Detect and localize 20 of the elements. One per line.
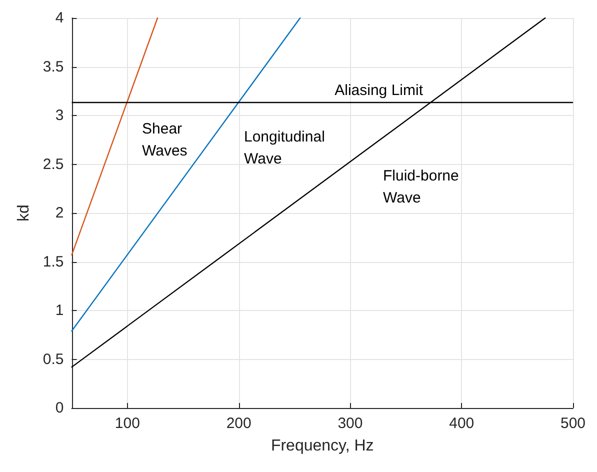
y-tick-label: 0.5 (42, 350, 64, 368)
x-tick-label: 300 (338, 415, 363, 432)
x-tick-label: 500 (560, 415, 586, 432)
y-tick-label: 0 (55, 400, 64, 416)
y-axis-title: kd (16, 204, 32, 222)
annotation: Shear Waves (142, 120, 188, 160)
x-axis-title: Frequency, Hz (270, 438, 374, 454)
y-tick-label: 3.5 (42, 58, 64, 76)
x-tick-label: 200 (226, 415, 252, 432)
y-tick-label: 4 (55, 10, 64, 26)
y-tick-label: 2.5 (42, 156, 64, 173)
y-tick-label: 1.5 (42, 253, 64, 270)
ref-line-label: Aliasing Limit (334, 82, 424, 99)
y-tick-label: 1 (55, 302, 64, 319)
annotation: Fluid-borne Wave (383, 168, 459, 206)
x-tick-label: 100 (114, 415, 140, 432)
y-tick-label: 3 (55, 107, 64, 124)
annotation: Longitudinal Wave (244, 128, 325, 168)
x-tick-label: 400 (449, 415, 474, 432)
y-tick-label: 2 (55, 204, 64, 222)
